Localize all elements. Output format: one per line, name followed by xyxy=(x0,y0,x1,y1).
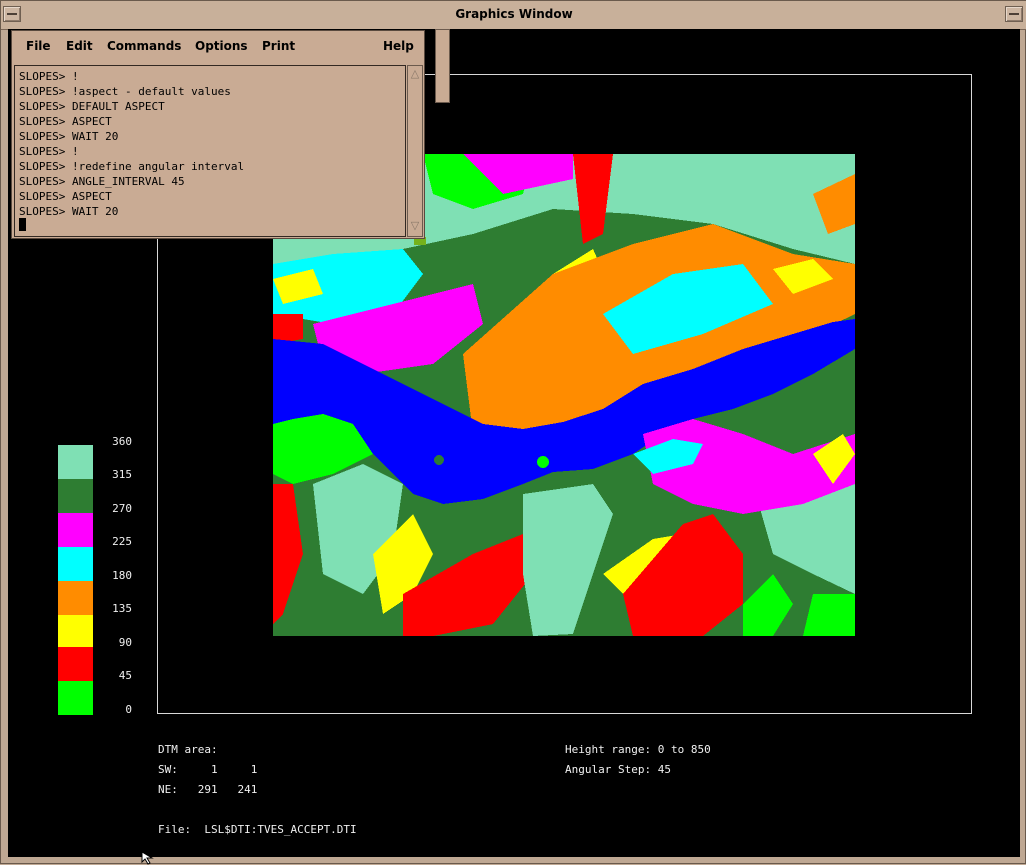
console-line: SLOPES> DEFAULT ASPECT xyxy=(19,100,165,113)
aspect-zone-yellow-left xyxy=(273,269,323,304)
console-line: SLOPES> ASPECT xyxy=(19,115,112,128)
aspect-zone-green-south xyxy=(273,414,373,484)
console-line: SLOPES> ANGLE_INTERVAL 45 xyxy=(19,175,185,188)
window-menu-icon xyxy=(7,13,17,15)
lake xyxy=(273,319,855,504)
legend-label: 90 xyxy=(118,636,132,649)
legend-swatch-270-315 xyxy=(58,479,93,513)
legend-swatch-0-45 xyxy=(58,681,93,715)
aspect-zone-red-left xyxy=(273,314,303,344)
minimize-icon xyxy=(1009,13,1019,15)
text-cursor xyxy=(19,218,26,231)
console-line: SLOPES> !aspect - default values xyxy=(19,85,231,98)
menu-bar: File Edit Commands Options Print Help xyxy=(12,31,424,63)
legend-swatch-180-225 xyxy=(58,547,93,581)
aspect-zone-light-green-south-mid xyxy=(523,484,613,636)
aspect-zone-yellow-south-left xyxy=(373,514,433,614)
legend-swatch-135-180 xyxy=(58,581,93,615)
menu-commands[interactable]: Commands xyxy=(107,39,182,53)
aspect-zone-magenta-top xyxy=(463,154,573,194)
menu-print[interactable]: Print xyxy=(262,39,296,53)
window-title: Graphics Window xyxy=(455,7,573,21)
aspect-zone-cyan-east xyxy=(633,439,703,474)
console-line: SLOPES> ! xyxy=(19,70,79,83)
command-console[interactable]: SLOPES> ! SLOPES> !aspect - default valu… xyxy=(14,65,406,237)
console-line: SLOPES> !redefine angular interval xyxy=(19,160,245,173)
map-edge-strip xyxy=(414,237,426,245)
menu-file[interactable]: File xyxy=(26,39,51,53)
console-line: SLOPES> WAIT 20 xyxy=(19,205,119,218)
legend-label: 45 xyxy=(118,669,132,682)
ne-coordinates: NE: 291 241 xyxy=(158,783,258,796)
aspect-zone-magenta-left xyxy=(313,284,483,374)
command-window: File Edit Commands Options Print Help SL… xyxy=(11,30,425,239)
legend-label: 315 xyxy=(112,468,132,481)
legend-label: 360 xyxy=(112,435,132,448)
console-line: SLOPES> ! xyxy=(19,145,79,158)
file-path: File: LSL$DTI:TVES_ACCEPT.DTI xyxy=(158,823,357,836)
legend-label: 0 xyxy=(125,703,132,716)
aspect-zone-red-south-mid xyxy=(403,534,533,636)
angular-step: Angular Step: 45 xyxy=(565,763,671,776)
console-line: SLOPES> WAIT 20 xyxy=(19,130,119,143)
lake-islet xyxy=(434,455,444,465)
aspect-zone-red-top xyxy=(573,154,613,244)
aspect-zone-orange-top xyxy=(813,174,855,234)
console-scrollbar[interactable]: △ ▽ xyxy=(407,65,423,237)
legend-label: 180 xyxy=(112,569,132,582)
aspect-zone-yellow-east xyxy=(813,434,855,484)
legend-label: 135 xyxy=(112,602,132,615)
aspect-zone-green-southeast xyxy=(803,594,855,636)
height-range: Height range: 0 to 850 xyxy=(565,743,711,756)
legend-label: 225 xyxy=(112,535,132,548)
dtm-area-label: DTM area: xyxy=(158,743,218,756)
title-bar[interactable]: Graphics Window xyxy=(1,1,1026,30)
legend-swatch-225-270 xyxy=(58,513,93,547)
scroll-up-arrow-icon[interactable]: △ xyxy=(410,67,420,80)
legend-swatch-45-90 xyxy=(58,647,93,681)
aspect-zone-yellow-belt xyxy=(773,259,833,294)
menu-help[interactable]: Help xyxy=(383,39,414,53)
menu-options[interactable]: Options xyxy=(195,39,248,53)
side-scrollbar[interactable] xyxy=(435,29,450,103)
mouse-pointer-icon xyxy=(141,851,154,865)
sw-coordinates: SW: 1 1 xyxy=(158,763,258,776)
aspect-zone-cyan-belt xyxy=(603,264,773,354)
aspect-zone-cyan-left xyxy=(273,249,423,324)
console-line: SLOPES> ASPECT xyxy=(19,190,112,203)
legend-swatch-90-135 xyxy=(58,615,93,649)
legend-swatch-315-360 xyxy=(58,445,93,479)
plot-frame xyxy=(157,74,972,714)
scroll-down-arrow-icon[interactable]: ▽ xyxy=(410,219,420,232)
minimize-button[interactable] xyxy=(1005,6,1023,22)
legend-label: 270 xyxy=(112,502,132,515)
aspect-zone-magenta-east xyxy=(643,419,855,514)
lake-islet-2 xyxy=(537,456,549,468)
aspect-zone-red-south-right xyxy=(623,514,743,636)
menu-edit[interactable]: Edit xyxy=(66,39,93,53)
aspect-zone-green-south-right xyxy=(743,574,793,636)
window-menu-button[interactable] xyxy=(3,6,21,22)
aspect-zone-red-south-left xyxy=(273,484,303,624)
